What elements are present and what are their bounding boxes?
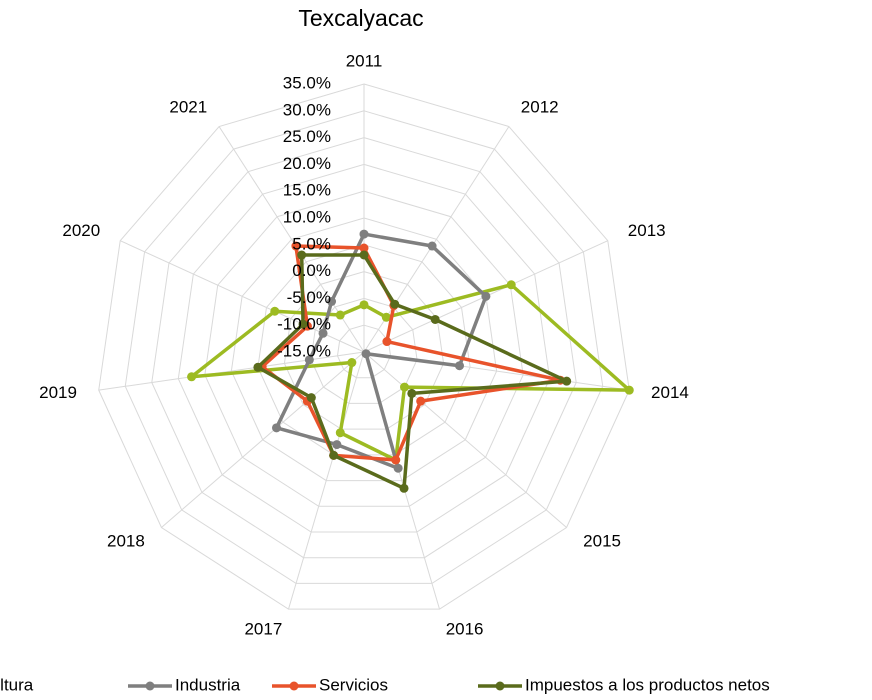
data-point [390,299,400,309]
data-point [416,396,426,406]
data-point [359,300,369,310]
spoke [161,351,365,528]
y-tick-label: 20.0% [283,154,331,173]
legend-marker [145,681,155,691]
legend-label: Impuestos a los productos netos [525,675,770,694]
grid-ring [177,163,551,533]
category-label: 2014 [651,383,689,402]
data-point [318,328,328,338]
category-label: 2019 [39,383,77,402]
data-point [329,450,339,460]
data-point [454,361,464,371]
data-point [361,349,371,359]
grid-ring [98,83,630,610]
category-label: 2011 [346,51,383,70]
legend-label: Industria [175,675,241,694]
data-point [407,388,417,398]
data-point [327,296,337,306]
y-tick-label: 25.0% [283,127,331,146]
data-point [430,314,440,324]
series-line [260,244,563,462]
legend-marker [495,681,505,691]
data-point [253,362,263,372]
data-point [381,312,391,322]
category-label: 2012 [521,98,559,117]
data-point [272,423,282,433]
y-tick-label: 10.0% [283,207,331,226]
series-line [189,283,632,462]
spoke [363,351,567,528]
data-point [297,250,307,260]
category-label: 2018 [107,531,145,550]
y-tick-label: 35.0% [283,73,331,92]
data-point [427,241,437,251]
data-point [382,337,392,347]
legend-label: Servicios [319,675,388,694]
spoke [288,351,365,610]
data-point [335,310,345,320]
category-label: 2021 [169,98,207,117]
chart-title: Texcalyacac [298,5,423,31]
category-label: 2017 [244,620,282,639]
category-label: 2015 [583,531,621,550]
data-point [624,385,634,395]
y-tick-label: 5.0% [292,234,331,253]
data-point [359,243,369,253]
data-point [481,291,491,301]
data-point [393,463,403,473]
data-point [359,229,369,239]
data-point [506,280,516,290]
y-tick-label: 0.0% [292,261,331,280]
category-label: 2013 [628,221,666,240]
y-tick-label: -15.0% [277,341,331,360]
data-point [270,306,280,316]
grid-ring [124,110,604,584]
y-tick-label: 30.0% [283,100,331,119]
data-point [306,393,316,403]
data-point [400,382,410,392]
data-point [335,428,345,438]
category-label: 2016 [446,620,484,639]
data-point [399,483,409,493]
grid-ring [151,137,577,559]
legend-label: Agricultura [0,675,34,694]
data-point [359,250,369,260]
data-point [304,355,314,365]
data-point [298,319,308,329]
y-tick-label: -5.0% [287,288,331,307]
data-point [391,455,401,465]
spoke [98,351,365,391]
data-point [562,376,572,386]
series-line [256,253,569,491]
grid-ring [204,190,524,507]
y-tick-label: 15.0% [283,181,331,200]
data-point [347,358,357,368]
data-point [291,241,301,251]
legend-marker [289,681,299,691]
data-point [187,372,197,382]
data-point [332,440,342,450]
y-tick-label: -10.0% [277,315,331,334]
category-label: 2020 [62,221,100,240]
grid-ring [310,297,418,404]
